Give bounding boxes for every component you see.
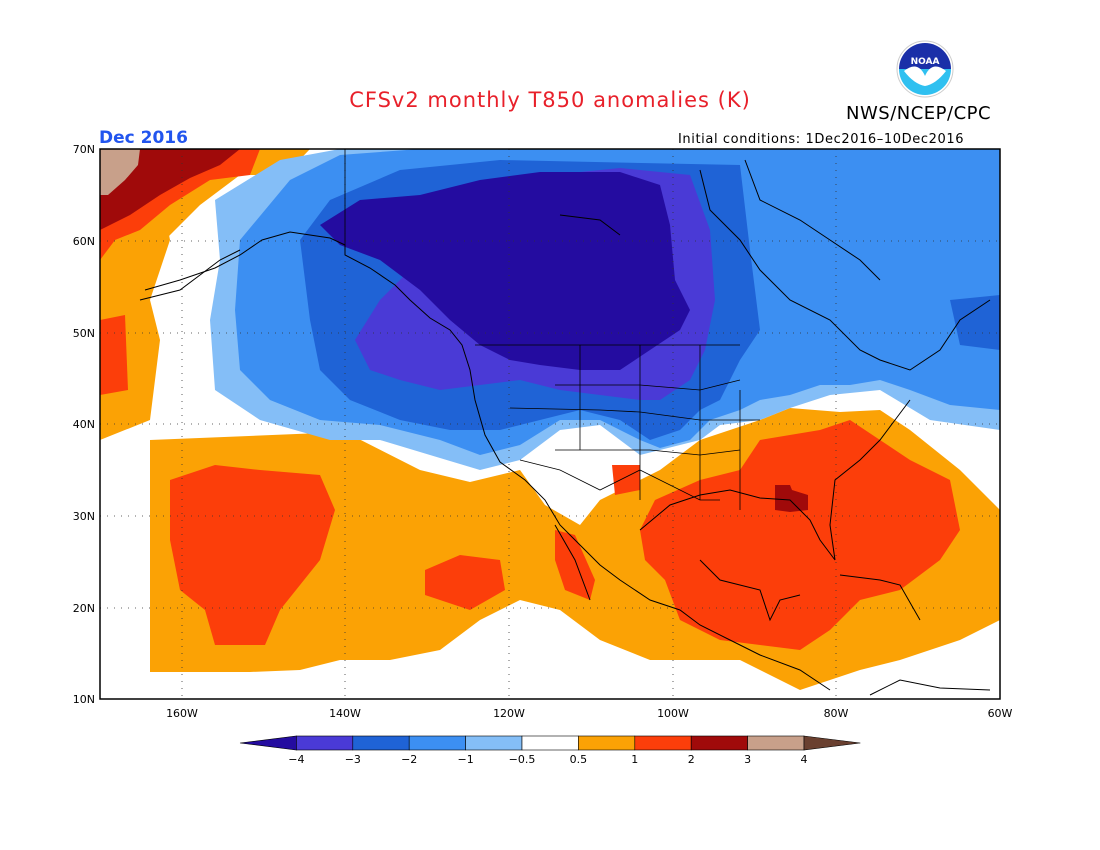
colorbar-label: 3: [744, 753, 751, 766]
anomaly-region-red-southeast: [640, 420, 960, 650]
colorbar-swatch: [408, 735, 466, 751]
agency-label: NWS/NCEP/CPC: [846, 103, 992, 124]
colorbar-arrow-right: [803, 735, 861, 751]
lon-label-100w: 100W: [657, 707, 689, 720]
latitude-labels: 70N 60N 50N 40N 30N 20N 10N: [73, 143, 95, 706]
lat-label-30: 30N: [73, 510, 95, 523]
political-borders: [344, 149, 760, 510]
lat-label-60: 60N: [73, 235, 95, 248]
colorbar-label: −4: [288, 753, 304, 766]
lat-label-70: 70N: [73, 143, 95, 156]
lon-label-60w: 60W: [988, 707, 1013, 720]
colorbar-label: 0.5: [570, 753, 588, 766]
lat-label-50: 50N: [73, 327, 95, 340]
colorbar-label: −1: [457, 753, 473, 766]
colorbar-arrow-left: [239, 735, 297, 751]
lat-label-20: 20N: [73, 602, 95, 615]
noaa-logo-text: NOAA: [911, 57, 940, 67]
anomaly-region-red-pacific: [170, 465, 335, 645]
anomaly-region-brown-arctic: [100, 149, 140, 195]
lon-label-140w: 140W: [329, 707, 361, 720]
anomaly-region-red-gulf-of-alaska-west: [100, 315, 128, 395]
colorbar-label: −2: [401, 753, 417, 766]
anomaly-region-darkred-georgia: [775, 485, 808, 512]
initial-conditions: Initial conditions: 1Dec2016–10Dec2016: [678, 132, 965, 147]
colorbar-swatch: [296, 735, 354, 751]
map-title: CFSv2 monthly T850 anomalies (K): [349, 88, 751, 112]
anomaly-region-red-mid-pacific: [425, 555, 505, 610]
colorbar: −4 −3 −2 −1 −0.5 0.5 1 2 3 4: [239, 735, 861, 766]
lon-label-120w: 120W: [493, 707, 525, 720]
coastlines: [139, 159, 991, 696]
colorbar-swatch: [690, 735, 748, 751]
colorbar-swatch: [352, 735, 410, 751]
noaa-logo: NOAA: [896, 40, 954, 98]
colorbar-label: 2: [688, 753, 695, 766]
lon-label-160w: 160W: [166, 707, 198, 720]
anomaly-fields: [100, 149, 1000, 699]
lon-label-80w: 80W: [824, 707, 849, 720]
colorbar-label: −3: [345, 753, 361, 766]
colorbar-swatch: [634, 735, 692, 751]
colorbar-swatch: [578, 735, 636, 751]
colorbar-label: −0.5: [509, 753, 536, 766]
lat-label-10: 10N: [73, 693, 95, 706]
anomaly-region-red-southwest: [612, 465, 640, 495]
colorbar-swatch: [521, 735, 579, 751]
map-frame: [99, 148, 1001, 700]
lat-label-40: 40N: [73, 418, 95, 431]
colorbar-label: 1: [631, 753, 638, 766]
colorbar-swatch: [465, 735, 523, 751]
colorbar-swatch: [747, 735, 805, 751]
anomaly-region-darkblue-east: [950, 295, 1000, 350]
anomaly-region-indigo-core: [320, 172, 690, 370]
forecast-month: Dec 2016: [99, 128, 188, 148]
longitude-labels: 160W 140W 120W 100W 80W 60W: [166, 707, 1012, 720]
anomaly-region-red-baja: [555, 530, 595, 600]
anomaly-region-darkred-arctic: [100, 149, 240, 230]
colorbar-label: 4: [801, 753, 808, 766]
